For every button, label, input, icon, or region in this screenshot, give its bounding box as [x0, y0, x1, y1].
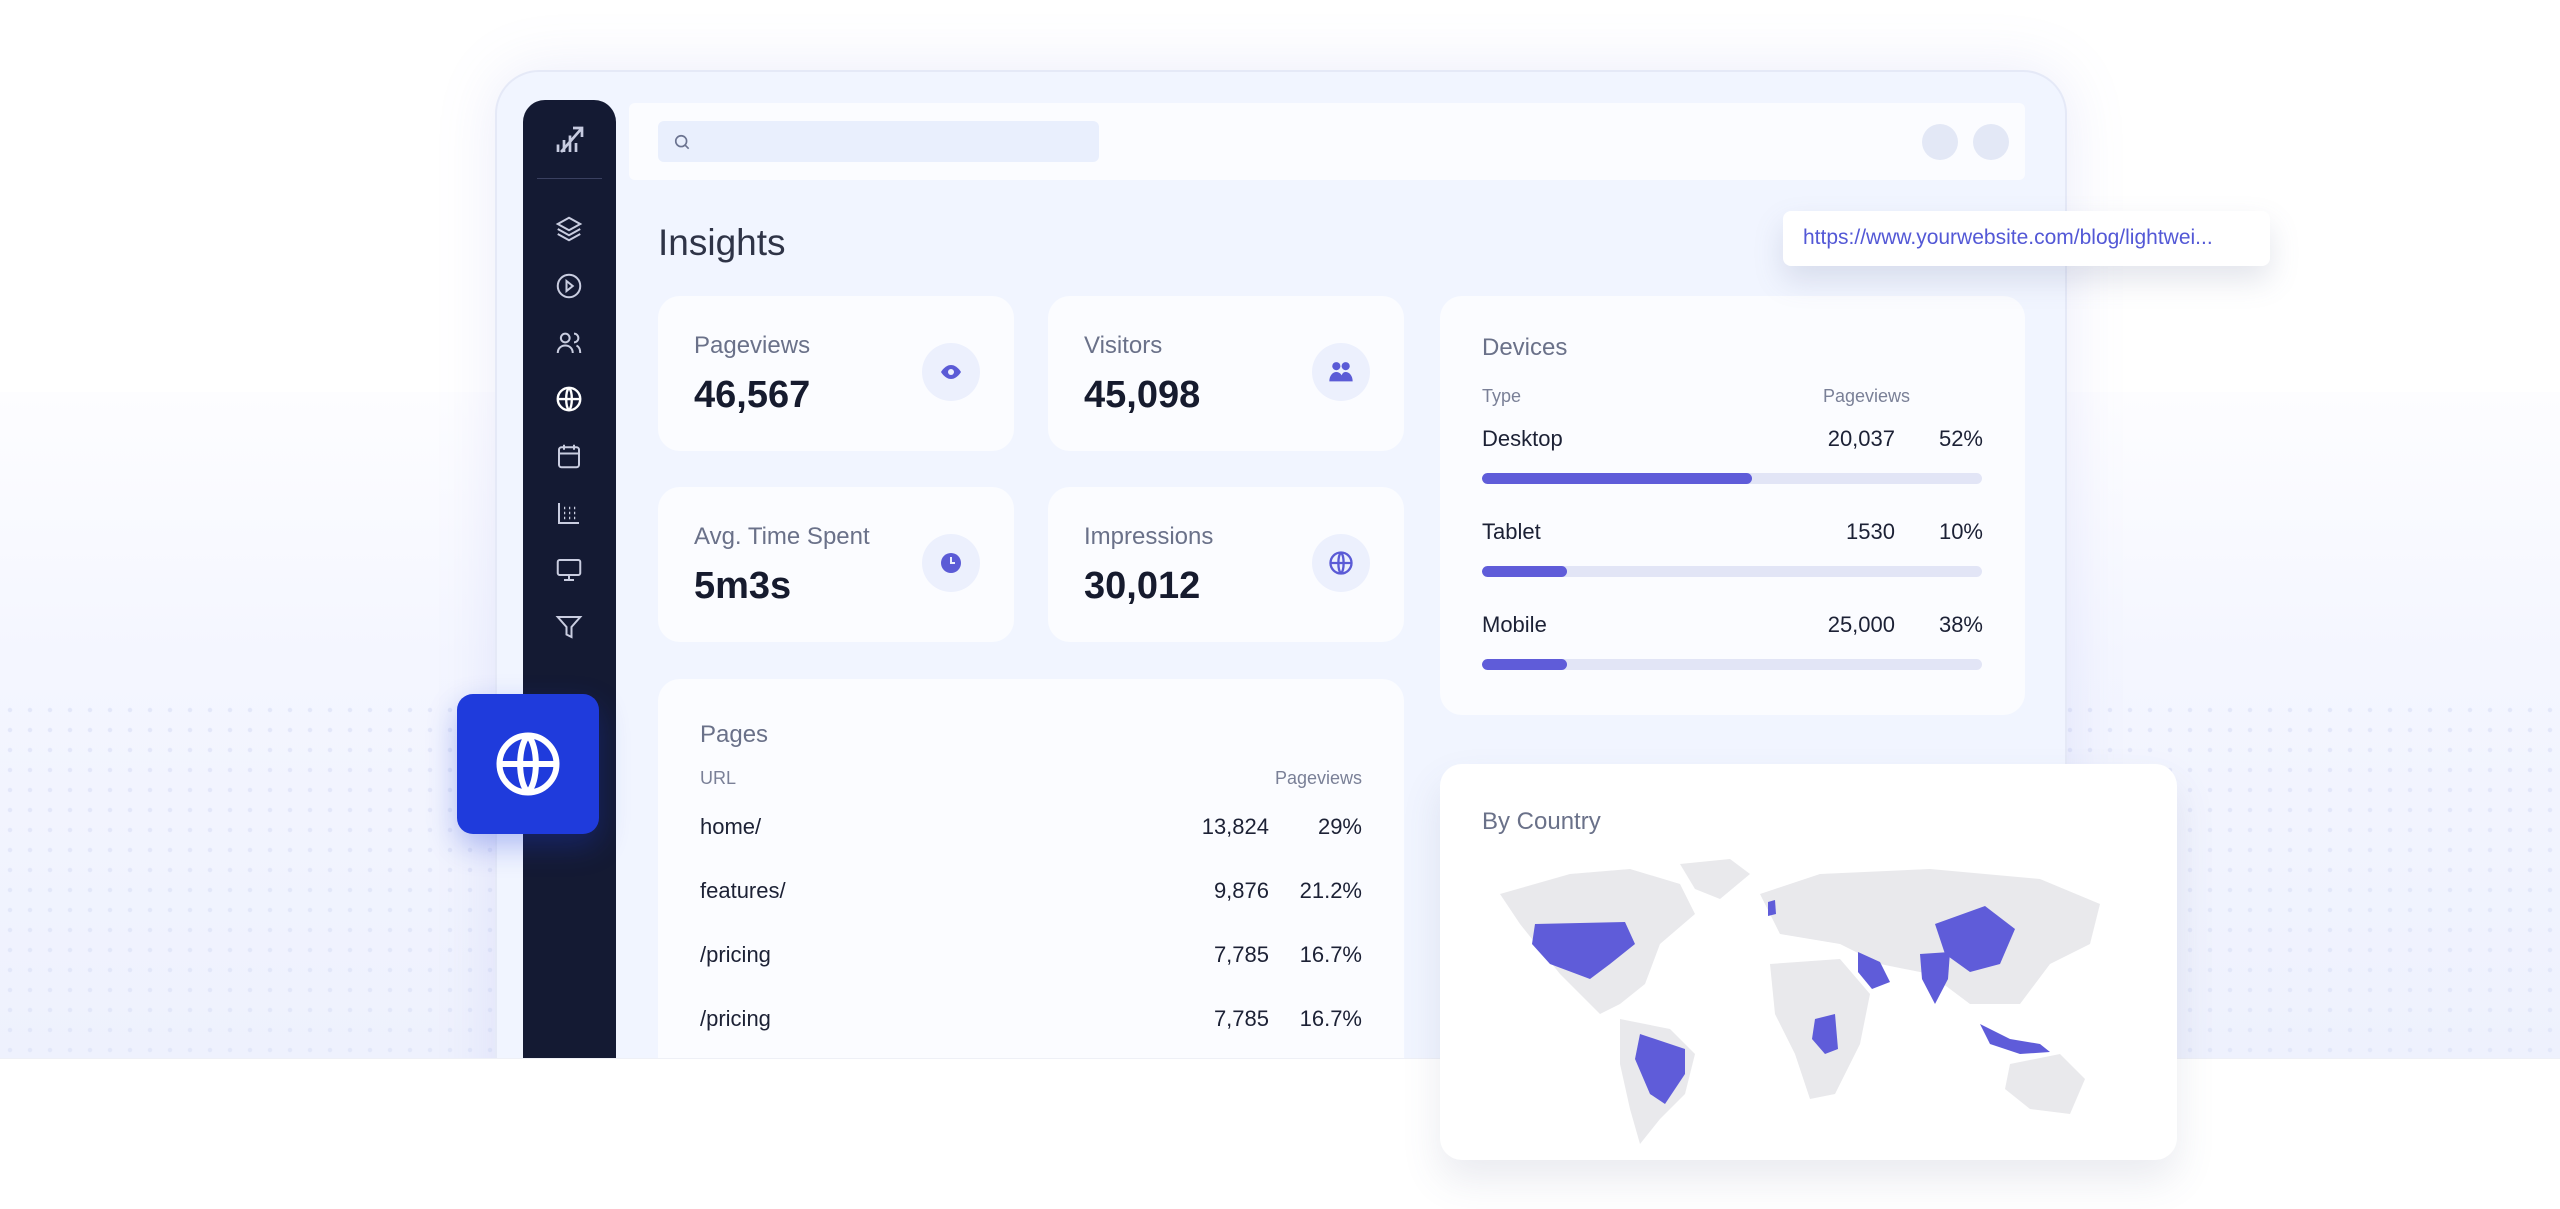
- stat-label: Pageviews: [694, 332, 811, 359]
- stat-label: Visitors: [1084, 332, 1163, 359]
- column-header-pageviews: Pageviews: [1823, 386, 1911, 406]
- page-pageviews: 9,876: [1213, 878, 1269, 903]
- device-progress-fill: [1482, 659, 1567, 670]
- map-usa: [1532, 922, 1635, 979]
- grid-chart-icon[interactable]: [554, 498, 584, 528]
- users-icon: [1312, 343, 1370, 401]
- top-bar: [629, 103, 2025, 180]
- url-tooltip: https://www.yourwebsite.com/blog/lightwe…: [1783, 211, 2270, 266]
- device-percent: 38%: [1938, 612, 1983, 637]
- page-pageviews: 7,785: [1213, 942, 1269, 967]
- stat-value: 46,567: [694, 374, 811, 416]
- page-percent: 21.2%: [1299, 878, 1362, 903]
- page-percent: 16.7%: [1299, 942, 1362, 967]
- map-uk: [1768, 900, 1776, 916]
- stat-value: 5m3s: [694, 565, 792, 607]
- page-url[interactable]: home/: [700, 814, 762, 839]
- logo-icon: [556, 126, 584, 153]
- users-icon[interactable]: [554, 328, 584, 358]
- page-pageviews: 13,824: [1201, 814, 1269, 839]
- column-header-pageviews: Pageviews: [1274, 768, 1362, 788]
- globe-icon: [1312, 534, 1370, 592]
- by-country-title: By Country: [1482, 808, 1601, 835]
- map-china: [1935, 906, 2015, 972]
- page-percent: 16.7%: [1299, 1006, 1362, 1031]
- device-progress-bar: [1482, 473, 1982, 484]
- device-progress-fill: [1482, 473, 1752, 484]
- globe-icon[interactable]: [554, 384, 584, 414]
- devices-card: Devices Type Pageviews Desktop 20,037 52…: [1440, 296, 2025, 715]
- page-url[interactable]: /pricing: [700, 942, 771, 967]
- stat-card-visitors: Visitors 45,098: [1048, 296, 1404, 451]
- map-indonesia: [1980, 1024, 2050, 1054]
- world-map: [1500, 859, 2100, 1144]
- page-title: Insights: [658, 222, 786, 263]
- device-progress-fill: [1482, 566, 1567, 577]
- stat-value: 30,012: [1084, 565, 1201, 607]
- map-europe-asia: [1760, 869, 2100, 1004]
- devices-title: Devices: [1482, 334, 1568, 361]
- calendar-icon[interactable]: [554, 441, 584, 471]
- map-greenland: [1680, 859, 1750, 899]
- device-pageviews: 25,000: [1827, 612, 1895, 637]
- page-pageviews: 7,785: [1213, 1006, 1269, 1031]
- column-header-url: URL: [700, 768, 737, 788]
- pages-title: Pages: [700, 721, 769, 748]
- device-type: Tablet: [1482, 519, 1541, 544]
- sidebar-divider: [537, 178, 602, 179]
- sidebar: [523, 100, 616, 1058]
- device-percent: 52%: [1938, 426, 1983, 451]
- filter-icon[interactable]: [554, 612, 584, 642]
- map-australia: [2005, 1054, 2085, 1114]
- map-saudi-arabia: [1858, 952, 1890, 989]
- pages-card: Pages URL Pageviews home/ 13,824 29% fea…: [658, 679, 1404, 1058]
- map-dr-congo: [1812, 1014, 1838, 1054]
- device-pageviews: 20,037: [1827, 426, 1895, 451]
- globe-icon: [496, 732, 560, 796]
- stat-card-avg-time: Avg. Time Spent 5m3s: [658, 487, 1014, 642]
- stat-label: Avg. Time Spent: [694, 523, 870, 550]
- globe-feature-tile: [457, 694, 599, 834]
- device-type: Desktop: [1482, 426, 1563, 451]
- column-header-type: Type: [1482, 386, 1522, 406]
- map-brazil: [1635, 1034, 1685, 1104]
- device-progress-bar: [1482, 659, 1982, 670]
- clock-icon: [922, 534, 980, 592]
- avatar[interactable]: [1922, 124, 1958, 160]
- device-percent: 10%: [1938, 519, 1983, 544]
- map-india: [1920, 952, 1950, 1004]
- page-percent: 29%: [1317, 814, 1362, 839]
- stat-card-impressions: Impressions 30,012: [1048, 487, 1404, 642]
- stat-value: 45,098: [1084, 374, 1201, 416]
- page-url[interactable]: /pricing: [700, 1006, 771, 1031]
- device-type: Mobile: [1482, 612, 1547, 637]
- stat-card-pageviews: Pageviews 46,567: [658, 296, 1014, 451]
- search-input[interactable]: [658, 121, 1099, 162]
- eye-icon: [922, 343, 980, 401]
- stat-label: Impressions: [1084, 523, 1214, 550]
- page-url[interactable]: features/: [700, 878, 786, 903]
- device-progress-bar: [1482, 566, 1982, 577]
- avatar[interactable]: [1973, 124, 2009, 160]
- play-icon[interactable]: [554, 271, 584, 301]
- monitor-icon[interactable]: [554, 555, 584, 585]
- device-pageviews: 1530: [1846, 519, 1895, 544]
- layers-icon[interactable]: [554, 214, 584, 244]
- by-country-card: By Country: [1440, 764, 2177, 1160]
- search-icon: [674, 134, 690, 150]
